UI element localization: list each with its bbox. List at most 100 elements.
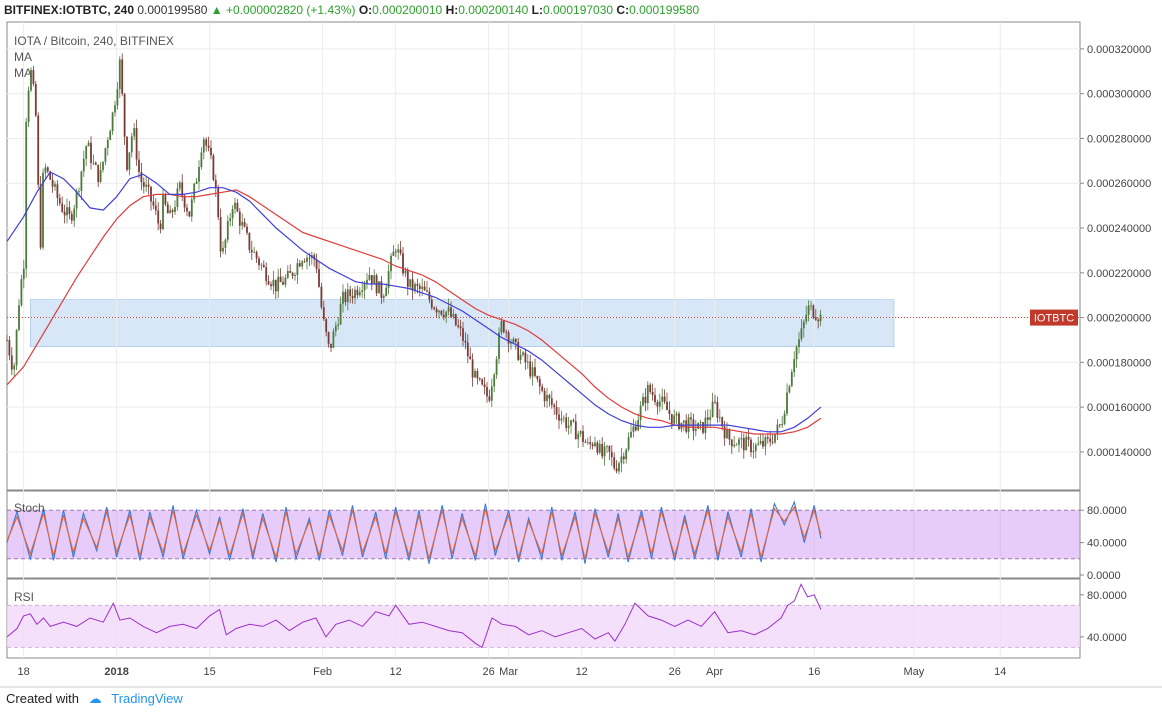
candle-body (418, 285, 421, 289)
open-label: O: (358, 3, 373, 17)
candle-body (356, 289, 359, 296)
candle-body (162, 194, 164, 229)
candle-body (301, 261, 304, 267)
candle-body (27, 90, 30, 122)
candle-body (32, 69, 35, 85)
candle-body (795, 346, 798, 360)
candle-body (128, 152, 131, 170)
candle-body (262, 264, 265, 268)
candle-body (579, 431, 582, 434)
candle-body (166, 204, 169, 214)
candle-body (711, 401, 714, 417)
candle-body (349, 289, 352, 296)
ma-slow-line (6, 189, 822, 435)
candle-body (493, 374, 496, 387)
candle-body (562, 417, 565, 419)
candle-body (764, 437, 767, 447)
candle-body (330, 343, 332, 348)
candle-body (697, 422, 700, 429)
y-tick-label: 0.000200000 (1087, 313, 1151, 325)
candle-body (457, 325, 460, 327)
candle-body (198, 167, 200, 182)
candle-body (337, 324, 340, 326)
candle-body (207, 145, 210, 148)
candle-body (598, 443, 601, 453)
candle-body (291, 272, 294, 276)
candle-body (351, 295, 354, 299)
candle-body (13, 365, 16, 370)
candle-body (397, 249, 400, 253)
candle-body (786, 392, 788, 414)
rsi-band (7, 605, 1080, 648)
candle-body (661, 396, 664, 402)
candle-body (781, 423, 784, 426)
candle-body (339, 303, 342, 325)
candle-body (608, 445, 611, 452)
candle-body (555, 407, 558, 415)
candle-body (726, 429, 728, 439)
candle-body (138, 159, 140, 172)
candle-body (37, 115, 40, 185)
candle-body (606, 445, 608, 447)
candle-body (174, 206, 176, 212)
candle-body (658, 401, 661, 407)
candle-body (490, 386, 493, 401)
candle-body (241, 222, 244, 226)
tradingview-brand-link[interactable]: TradingView (111, 691, 183, 706)
candle-body (519, 354, 522, 360)
x-tick-label: 26 (669, 666, 681, 678)
candle-body (181, 182, 184, 196)
candle-body (541, 386, 544, 391)
last-price: 0.000199580 (137, 3, 208, 17)
candle-body (807, 305, 810, 315)
candle-body (258, 258, 260, 266)
candle-body (75, 191, 78, 209)
candle-body (39, 184, 42, 248)
x-tick-label: Feb (313, 666, 332, 678)
candle-body (543, 390, 546, 402)
candle-body (646, 384, 649, 404)
candle-body (327, 332, 330, 344)
candle-body (378, 281, 380, 294)
candle-body (483, 384, 486, 388)
candle-body (387, 271, 390, 288)
candle-body (615, 468, 618, 472)
candle-body (488, 396, 491, 401)
candle-body (774, 433, 776, 443)
candle-body (183, 195, 186, 208)
candle-body (214, 179, 217, 188)
candle-body (514, 339, 517, 342)
x-tick-label: May (904, 666, 925, 678)
candle-body (361, 290, 364, 293)
candle-body (601, 443, 604, 457)
candle-body (205, 139, 208, 146)
candle-body (140, 171, 143, 182)
candle-body (642, 396, 644, 406)
candle-body (718, 417, 721, 419)
candle-body (80, 171, 83, 191)
y-tick-label: 0.000180000 (1087, 357, 1151, 369)
chart-header: BITFINEX:IOTBTC, 240 0.000199580 ▲ +0.00… (0, 0, 1162, 20)
close-value: 0.000199580 (629, 3, 700, 17)
candle-body (423, 286, 426, 291)
x-tick-label: 15 (204, 666, 216, 678)
candle-body (90, 142, 92, 163)
candle-body (745, 436, 748, 451)
indicators (6, 500, 1080, 649)
candle-body (178, 182, 181, 189)
candle-body (793, 359, 796, 373)
candle-body (51, 179, 54, 187)
candle-body (342, 291, 344, 304)
price-pane (6, 21, 1081, 491)
candle-body (370, 275, 373, 284)
candle-body (757, 443, 760, 445)
candle-body (272, 279, 275, 287)
candle-body (284, 277, 287, 285)
candle-body (776, 424, 779, 434)
candle-body (56, 184, 59, 198)
candle-body (82, 158, 85, 172)
chart-frame (0, 21, 1162, 688)
candle-body (46, 167, 49, 172)
candle-body (147, 184, 150, 187)
